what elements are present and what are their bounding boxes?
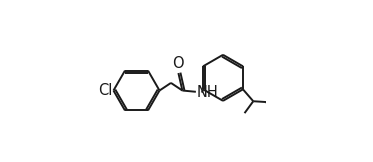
- Text: O: O: [172, 56, 184, 71]
- Text: Cl: Cl: [98, 83, 112, 98]
- Text: NH: NH: [197, 85, 219, 100]
